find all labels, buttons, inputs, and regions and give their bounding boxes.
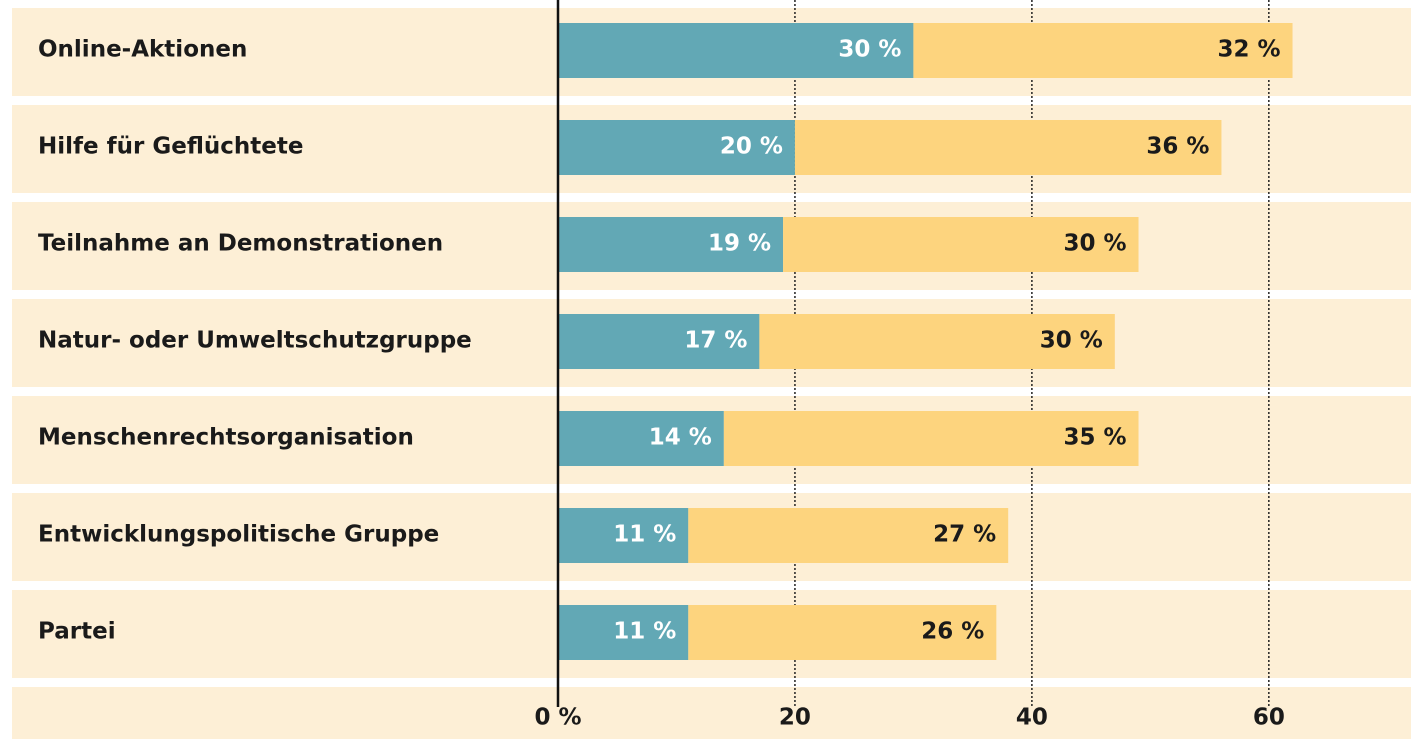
- x-tick-label: 40: [1016, 705, 1048, 731]
- value-label: 11 %: [613, 619, 676, 645]
- category-label: Menschenrechtsorganisation: [38, 425, 414, 451]
- category-label: Online-Aktionen: [38, 37, 247, 63]
- value-label: 17 %: [684, 328, 747, 354]
- category-label: Natur- oder Umweltschutzgruppe: [38, 328, 472, 354]
- bar-segment: [723, 411, 1139, 466]
- bar-segment: [688, 508, 1009, 563]
- bar-segment: [558, 217, 784, 272]
- x-tick-label: 20: [779, 705, 811, 731]
- bar-segment: [558, 314, 760, 369]
- value-label: 36 %: [1146, 134, 1209, 160]
- bar-segment: [794, 120, 1222, 175]
- value-label: 11 %: [613, 522, 676, 548]
- value-label: 20 %: [720, 134, 783, 160]
- x-tick-label: 60: [1253, 705, 1285, 731]
- value-label: 27 %: [933, 522, 996, 548]
- bar-segment: [759, 314, 1115, 369]
- bar-segment: [558, 23, 914, 78]
- value-label: 30 %: [1063, 231, 1126, 257]
- value-label: 32 %: [1217, 37, 1280, 63]
- row-band: [12, 687, 1411, 739]
- category-label: Entwicklungspolitische Gruppe: [38, 522, 439, 548]
- bar-segment: [688, 605, 997, 660]
- bar-segment: [783, 217, 1139, 272]
- category-label: Partei: [38, 619, 116, 645]
- value-label: 14 %: [649, 425, 712, 451]
- bar-segment: [913, 23, 1293, 78]
- value-label: 35 %: [1063, 425, 1126, 451]
- x-tick-label: 0 %: [534, 705, 581, 731]
- bar-segment: [558, 605, 689, 660]
- value-label: 30 %: [838, 37, 901, 63]
- bar-segment: [558, 508, 689, 563]
- category-label: Hilfe für Geflüchtete: [38, 134, 303, 160]
- bar-segment: [558, 411, 724, 466]
- category-label: Teilnahme an Demonstrationen: [38, 231, 443, 257]
- value-label: 19 %: [708, 231, 771, 257]
- value-label: 30 %: [1040, 328, 1103, 354]
- bar-segment: [558, 120, 795, 175]
- value-label: 26 %: [921, 619, 984, 645]
